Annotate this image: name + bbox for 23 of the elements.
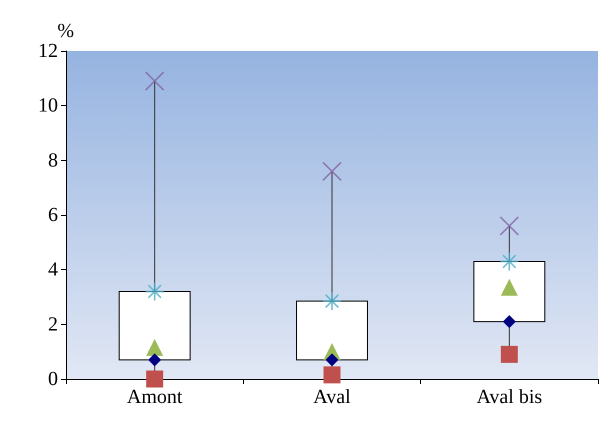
point — [144, 282, 164, 302]
point — [500, 216, 520, 236]
point — [322, 291, 342, 311]
point — [324, 366, 340, 384]
point — [322, 161, 342, 182]
x-tick-label: Aval bis — [476, 386, 542, 408]
point — [148, 353, 162, 366]
point — [326, 353, 338, 366]
point — [500, 346, 518, 363]
y-tick-label: 12 — [38, 40, 58, 62]
x-tick-label: Aval — [313, 386, 352, 408]
x-tick-label: Amont — [126, 386, 183, 408]
y-tick-label: 2 — [48, 313, 58, 336]
y-axis-title: % — [57, 20, 74, 42]
point — [502, 315, 516, 328]
point — [500, 252, 520, 272]
point — [144, 71, 164, 91]
y-tick-label: 0 — [48, 368, 58, 390]
y-tick-label: 10 — [38, 94, 58, 117]
point — [146, 370, 164, 388]
y-tick-label: 8 — [48, 149, 58, 172]
y-tick-label: 6 — [48, 204, 58, 226]
y-tick-label: 4 — [48, 258, 58, 281]
